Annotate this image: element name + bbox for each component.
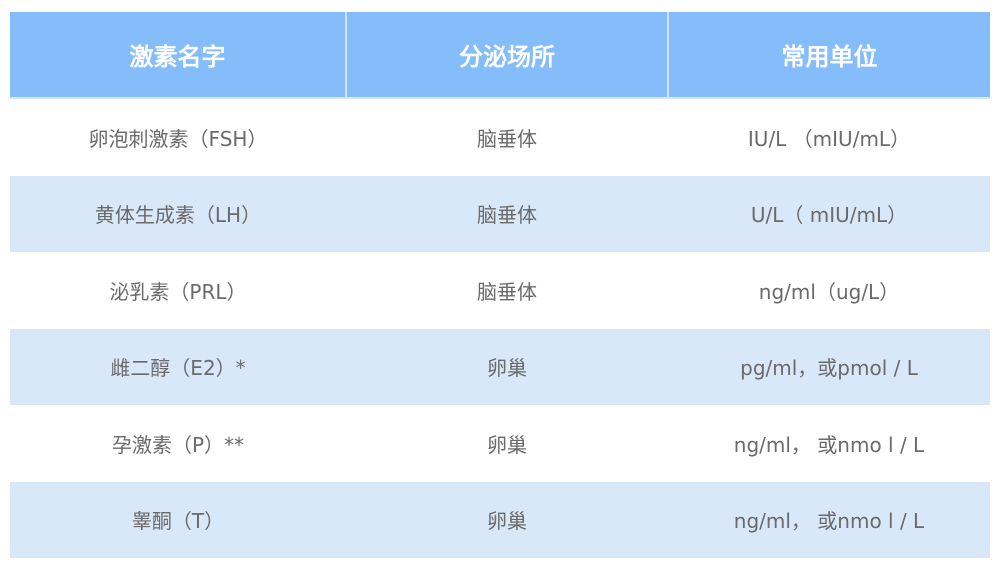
cell-unit: U/L（ mIU/mL） [668,175,990,252]
header-secretion-site: 分泌场所 [345,12,668,99]
cell-secretion-site: 脑垂体 [346,175,668,252]
cell-secretion-site: 脑垂体 [477,126,537,151]
header-row: 激素名字 分泌场所 常用单位 [10,12,990,99]
cell-unit: IU/L （mIU/mL） [747,126,911,151]
cell-unit: pg/ml，或pmol / L [668,328,990,405]
cell-secretion-site: 脑垂体 [477,279,537,304]
table-row: 黄体生成素（LH） 脑垂体 U/L（ mIU/mL） [10,175,990,252]
cell-hormone-name: 睾酮（T） [10,481,346,558]
cell-secretion-site: 卵巢 [346,481,668,558]
table-row: 睾酮（T） 卵巢 ng/ml， 或nmo l / L [10,481,990,558]
cell-hormone-name: 孕激素（P）** [111,432,245,457]
cell-hormone-name: 黄体生成素（LH） [10,175,346,252]
table-row: 泌乳素（PRL） 脑垂体 ng/ml（ug/L） [10,252,990,329]
cell-secretion-site: 卵巢 [346,328,668,405]
cell-unit: ng/ml， 或nmo l / L [733,432,925,457]
table-row: 雌二醇（E2）* 卵巢 pg/ml，或pmol / L [10,328,990,405]
table-row: 卵泡刺激素（FSH） 脑垂体 IU/L （mIU/mL） [10,98,990,176]
hormone-table: 激素名字 分泌场所 常用单位 卵泡刺激素（FSH） 脑垂体 IU/L （mIU/mL… [10,12,990,558]
cell-unit: ng/ml， 或nmo l / L [668,481,990,558]
header-unit: 常用单位 [667,12,990,99]
cell-secretion-site: 卵巢 [487,432,527,457]
table-row: 孕激素（P）** 卵巢 ng/ml， 或nmo l / L [10,405,990,482]
cell-hormone-name: 卵泡刺激素（FSH） [88,126,268,151]
cell-hormone-name: 雌二醇（E2）* [10,328,346,405]
header-hormone-name: 激素名字 [10,12,346,99]
cell-unit: ng/ml（ug/L） [758,279,900,304]
cell-hormone-name: 泌乳素（PRL） [109,279,247,304]
